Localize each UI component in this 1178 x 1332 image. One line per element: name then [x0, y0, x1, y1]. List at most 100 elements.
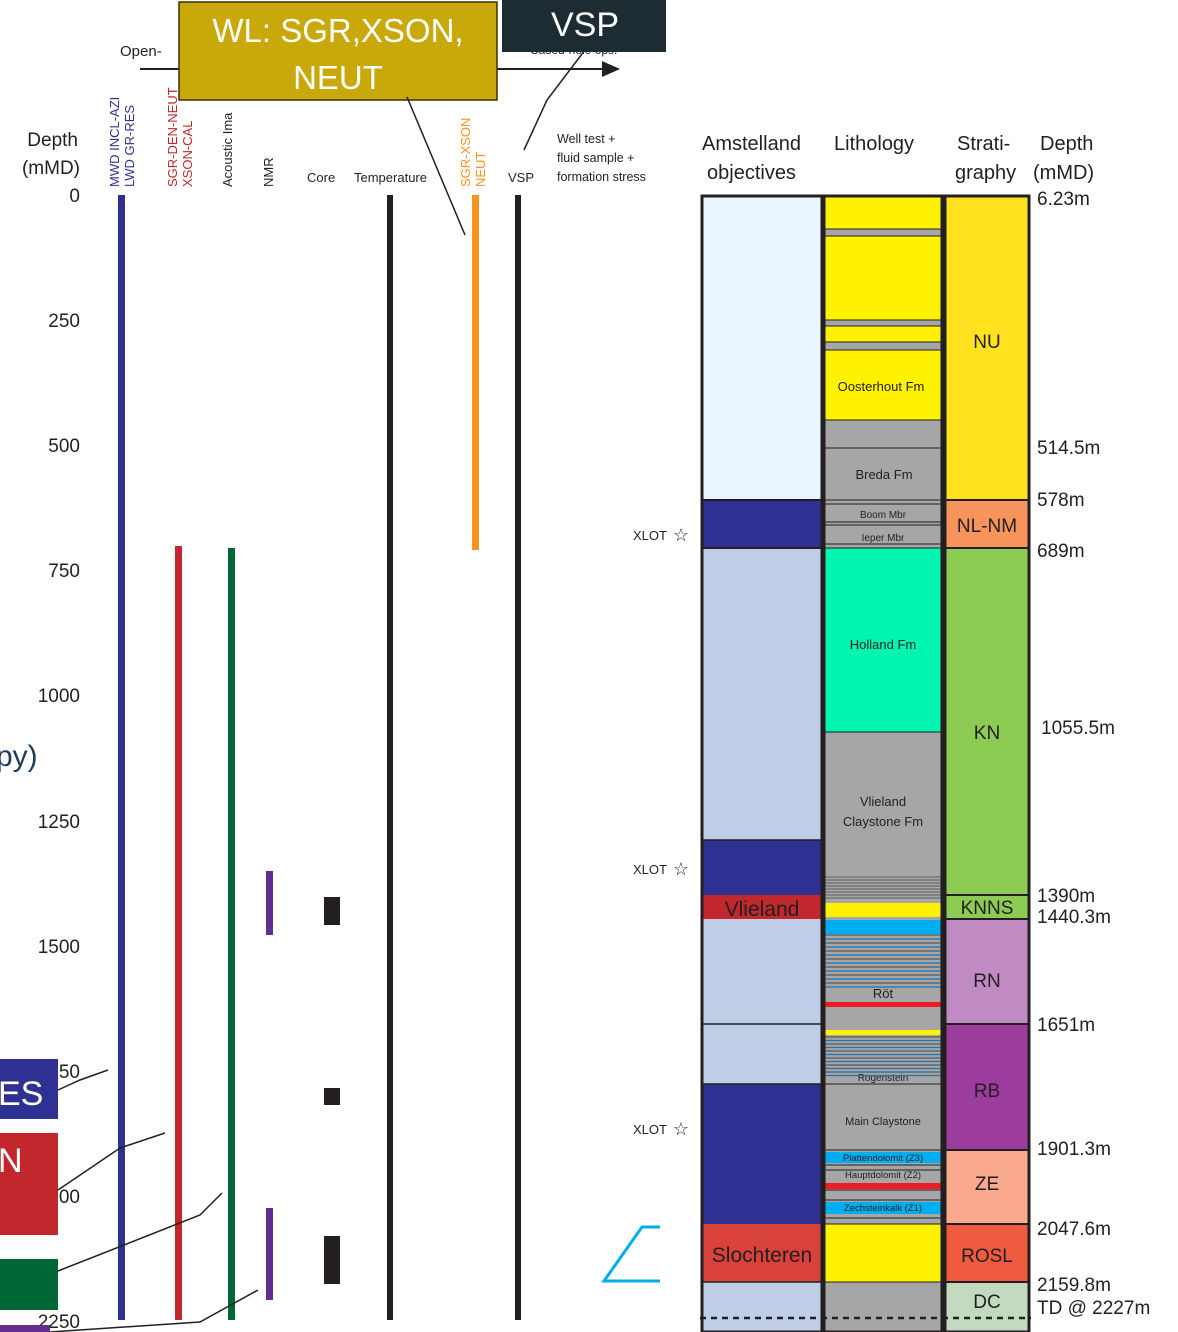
side-fragment-es: ES	[0, 1075, 43, 1113]
vsp-callout-box	[502, 0, 666, 52]
objective-interval-7	[702, 1024, 822, 1084]
litho-sand-2	[824, 236, 942, 320]
depth-label-9: 1901.3m	[1037, 1139, 1111, 1160]
strat-rosl	[945, 1224, 1029, 1282]
mwd-run-bar	[118, 195, 125, 1320]
left-depth-tick-1250: 1250	[38, 812, 80, 833]
litho-rb-yellow	[824, 1030, 942, 1035]
objective-interval-10	[702, 1282, 822, 1332]
header-amstelland-1: Amstelland	[702, 133, 801, 155]
litho-sand-1	[824, 196, 942, 229]
litho-boom-label: Boom Mbr	[860, 510, 907, 521]
litho-vlieland-sand	[824, 903, 942, 917]
col-mwd-header-1: MWD INCL-AZI	[107, 97, 122, 187]
left-depth-tick-2000-partial: 00	[59, 1187, 80, 1208]
depth-label-5: 1055.5m	[1041, 718, 1115, 739]
stratigraphy-column-frame	[943, 194, 1031, 1332]
depth-label-3: 578m	[1037, 490, 1085, 511]
sgr-xson-neut-run-bar	[472, 195, 479, 550]
strat-kn	[945, 548, 1029, 895]
col-sgr-header-1: SGR-DEN-NEUT	[165, 87, 180, 187]
col-vsp-header: VSP	[508, 170, 534, 185]
vsp-callout-leader	[523, 49, 586, 151]
strat-nlnm	[945, 500, 1029, 548]
litho-main-claystone-label: Main Claystone	[845, 1116, 921, 1128]
wl-callout-line2: NEUT	[293, 59, 383, 96]
leader-mwd	[57, 1069, 109, 1091]
objective-interval-1	[702, 196, 822, 500]
strat-rosl-label: ROSL	[961, 1246, 1013, 1267]
litho-ieper-label: Ieper Mbr	[862, 533, 905, 544]
litho-holland	[824, 548, 942, 732]
col-temperature-header: Temperature	[354, 170, 427, 185]
litho-slochteren-sand	[824, 1224, 942, 1282]
lithology-column-frame	[822, 194, 944, 1332]
litho-vlieland-label-1: Vlieland	[860, 794, 906, 809]
objectives-column-frame	[700, 194, 824, 1332]
litho-anhydrite-red	[824, 1183, 942, 1189]
left-depth-tick-0: 0	[69, 186, 80, 207]
depth-label-10: 2047.6m	[1037, 1219, 1111, 1240]
left-depth-tick-1500: 1500	[38, 937, 80, 958]
litho-zechsteinkalk	[824, 1202, 942, 1214]
objective-interval-8	[702, 1084, 822, 1224]
objective-interval-6	[702, 919, 822, 1024]
strat-nu	[945, 196, 1029, 500]
vsp-run-bar	[515, 195, 521, 1320]
leader-nmr	[49, 1289, 259, 1332]
objective-interval-4	[702, 840, 822, 895]
side-box-acoustic	[0, 1259, 58, 1310]
left-depth-tick-1750-partial: 50	[59, 1062, 80, 1083]
xlot-label-2: XLOT	[633, 862, 667, 877]
objective-interval-3	[702, 548, 822, 840]
header-depth-1: Depth	[1040, 133, 1093, 155]
depth-label-1: 6.23m	[1037, 189, 1090, 210]
col-welltest-header-3: formation stress	[557, 170, 646, 184]
objective-slochteren	[702, 1224, 822, 1282]
depth-label-2: 514.5m	[1037, 438, 1100, 459]
leader-sgr	[57, 1132, 166, 1191]
litho-hauptdolomit-label: Hauptdolomit (Z2)	[845, 1170, 921, 1181]
header-strati-1: Strati-	[957, 133, 1010, 155]
litho-sand-3	[824, 326, 942, 342]
strat-knns	[945, 895, 1029, 919]
depth-label-7: 1440.3m	[1037, 907, 1111, 928]
left-depth-title-1: Depth	[27, 130, 78, 151]
strat-knns-label: KNNS	[961, 898, 1014, 919]
acoustic-image-run-bar	[228, 548, 235, 1320]
col-mwd-header-2: LWD GR-RES	[122, 105, 137, 187]
xlot-label-1: XLOT	[633, 528, 667, 543]
left-depth-title-2: (mMD)	[22, 158, 80, 179]
col-nmr-header: NMR	[261, 157, 276, 187]
strat-rn-label: RN	[973, 971, 1000, 992]
col-sgrxson-header-2: NEUT	[473, 152, 488, 187]
col-core-header: Core	[307, 170, 335, 185]
xlot-star-icon-3: ☆	[673, 1119, 689, 1139]
litho-rot-red	[824, 1002, 942, 1007]
litho-oosterhout-label: Oosterhout Fm	[838, 379, 925, 394]
sgr-den-neut-run-bar	[175, 546, 182, 1320]
side-box-mwd	[0, 1059, 58, 1119]
side-box-sgr	[0, 1133, 58, 1235]
nmr-run-bar-2	[266, 1208, 273, 1300]
wl-callout-leader	[406, 96, 466, 236]
side-box-nmr	[0, 1325, 50, 1332]
col-acoustic-header: Acoustic Ima	[220, 112, 235, 187]
litho-rogenstein-label: Rogenstein	[858, 1073, 909, 1084]
col-sgrxson-header-1: SGR-XSON	[458, 118, 473, 187]
litho-holland-label: Holland Fm	[850, 637, 916, 652]
xlot-star-icon-1: ☆	[673, 525, 689, 545]
objective-vlieland-label: Vlieland	[725, 898, 800, 921]
depth-label-8: 1651m	[1037, 1015, 1095, 1036]
well-test-bracket	[601, 1225, 660, 1283]
left-depth-tick-250: 250	[48, 311, 80, 332]
col-sgr-header-2: XSON-CAL	[180, 121, 195, 187]
core-interval-2	[324, 1088, 340, 1105]
litho-plattendolomit-label: Plattendolomit (Z3)	[843, 1153, 923, 1164]
open-hole-label: Open-	[120, 43, 162, 60]
depth-label-4: 689m	[1037, 541, 1085, 562]
strat-ze-label: ZE	[975, 1174, 999, 1195]
side-fragment-py: py)	[0, 740, 38, 773]
